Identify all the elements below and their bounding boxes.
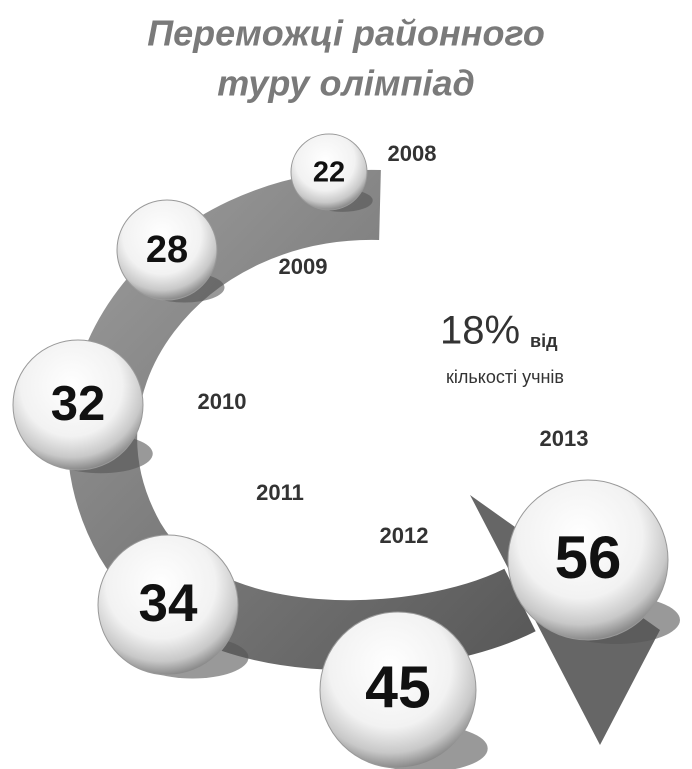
node-value: 32 bbox=[51, 377, 106, 431]
title-line: Переможці районного bbox=[147, 13, 545, 54]
node-year: 2013 bbox=[540, 426, 589, 451]
title-line: туру олімпіад bbox=[217, 63, 475, 104]
share: 18% bbox=[440, 309, 520, 353]
share-from: від bbox=[530, 331, 558, 351]
node-year: 2008 bbox=[388, 141, 437, 166]
share-of: кількості учнів bbox=[446, 367, 564, 387]
node-year: 2011 bbox=[256, 480, 304, 505]
node-year: 2012 bbox=[380, 523, 429, 548]
node-value: 28 bbox=[146, 229, 188, 271]
infographic: Переможці районного туру олімпіад 18% ві… bbox=[0, 0, 692, 769]
node-value: 22 bbox=[313, 157, 345, 189]
node-year: 2010 bbox=[198, 389, 247, 414]
node-year: 2009 bbox=[279, 254, 328, 279]
node-value: 45 bbox=[365, 655, 431, 721]
node-value: 34 bbox=[139, 574, 198, 633]
node-value: 56 bbox=[555, 524, 622, 591]
